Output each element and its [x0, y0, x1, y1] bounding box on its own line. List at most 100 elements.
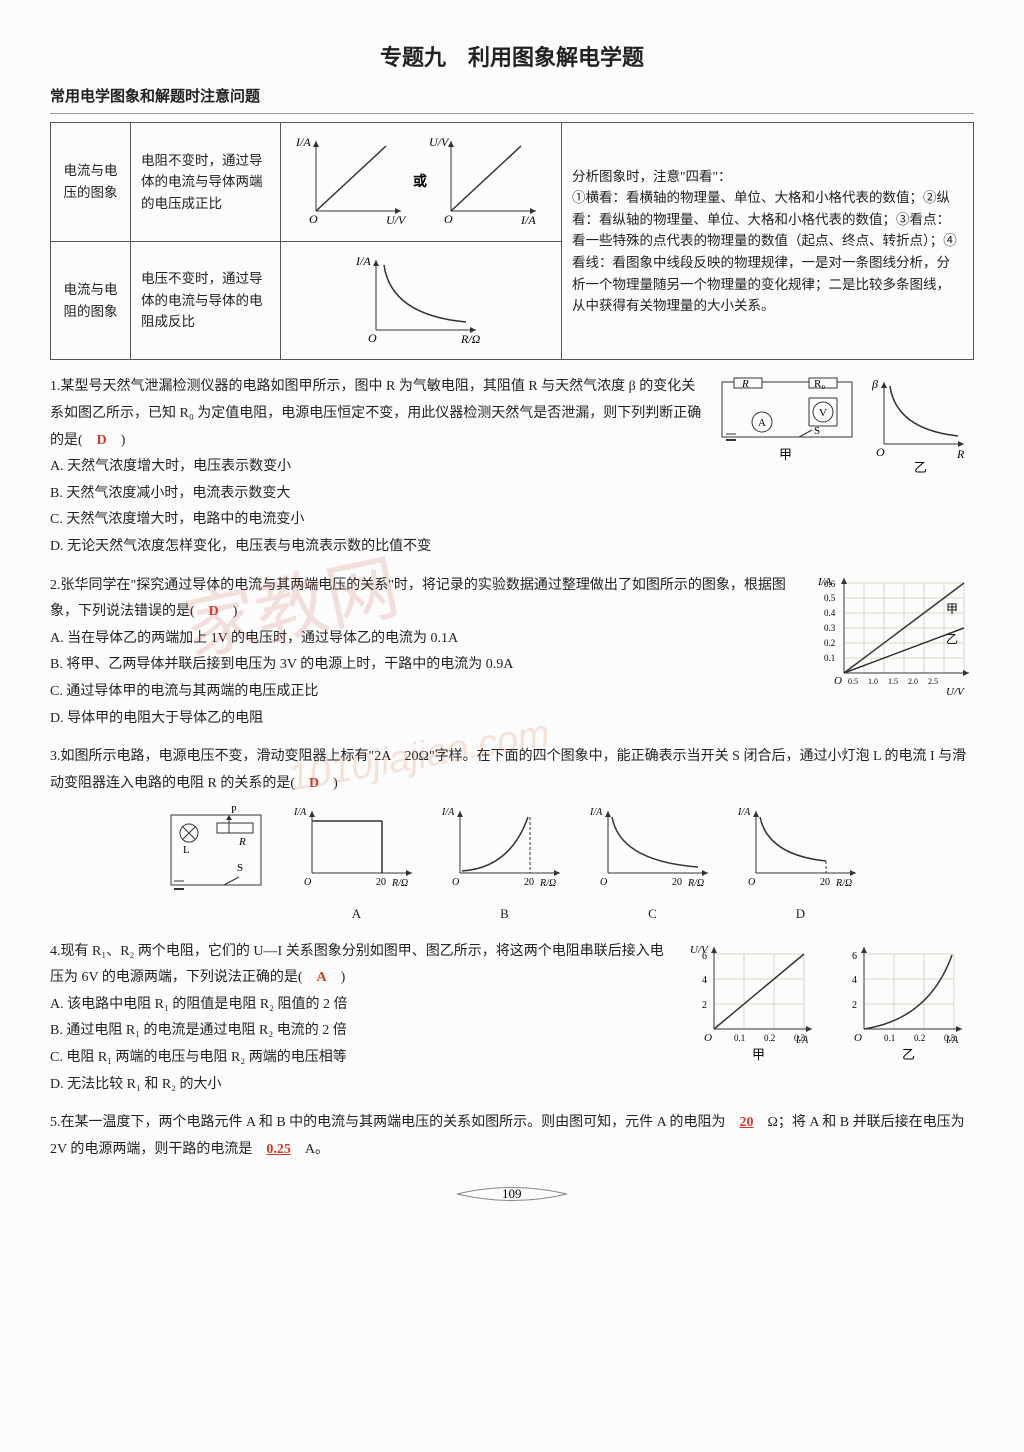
page-number: 109 [50, 1183, 974, 1206]
question-2: 2.张华同学在"探究通过导体的电流与其两端电压的关系"时，将记录的实验数据通过整… [50, 573, 974, 733]
row2-desc: 电压不变时，通过导体的电流与导体的电阻成反比 [131, 241, 281, 360]
xtick: 0.5 [848, 677, 858, 686]
q-stem: 现有 R₁、R₂ 两个电阻，它们的 U—I 关系图象分别如图甲、图乙所示，将这两… [50, 944, 664, 986]
ytick: 0.1 [824, 653, 835, 663]
q1-figure: R R₀ V A S 甲 β [714, 374, 974, 495]
option-d: D. 导体甲的电阻大于导体乙的电阻 [50, 711, 263, 726]
origin-label: O [854, 1032, 862, 1044]
line-yi: 乙 [946, 632, 958, 646]
axis-x: U/V [946, 686, 965, 698]
q-answer: D [209, 604, 219, 619]
row1-graph: I/A U/V O 或 U/V I/A O [281, 123, 562, 242]
q-answer: A [317, 970, 327, 985]
q4-text: 4.现有 R₁、R₂ 两个电阻，它们的 U—I 关系图象分别如图甲、图乙所示，将… [50, 939, 674, 1099]
row1-desc: 电阻不变时，通过导体的电流与导体两端的电压成正比 [131, 123, 281, 242]
option-a: A. 当在导体乙的两端加上 1V 的电压时，通过导体乙的电流为 0.1A [50, 631, 458, 646]
option-b: B. 通过电阻 R₁ 的电流是通过电阻 R₂ 电流的 2 倍 [50, 1023, 347, 1038]
q-tail: ) [327, 970, 346, 985]
q3-option-c: I/A R/Ω O 20 C [588, 803, 718, 926]
option-c: C. 通过导体甲的电流与其两端的电压成正比 [50, 684, 318, 699]
axis-label: U/V [386, 213, 407, 227]
xtick: 20 [524, 877, 534, 888]
fig-yi: 乙 [902, 1047, 915, 1062]
q3-option-a: I/A R/Ω O 20 A [292, 803, 422, 926]
origin-label: O [876, 445, 885, 459]
ammeter-icon: A [758, 417, 766, 429]
q3-option-row: L P R S I/A R/Ω [50, 803, 974, 926]
q-tail: ) [219, 604, 238, 619]
ytick: 0.2 [824, 638, 835, 648]
fig-jia: 甲 [779, 447, 792, 462]
origin-label: O [704, 1032, 712, 1044]
row2-graph: I/A R/Ω O [281, 241, 562, 360]
q-answer: 0.25 [266, 1142, 291, 1157]
q-num: 3. [50, 749, 61, 764]
q-tail: ) [319, 776, 338, 791]
question-3: 3.如图所示电路，电源电压不变，滑动变阻器上标有"2A 20Ω"字样。在下面的四… [50, 744, 974, 927]
question-5: 5.在某一温度下，两个电路元件 A 和 B 中的电流与其两端电压的关系如图所示。… [50, 1110, 974, 1163]
origin-label: O [600, 877, 607, 888]
label-R: R [238, 836, 246, 848]
ytick: 0.3 [824, 623, 836, 633]
option-a: A. 该电路中电阻 R₁ 的阻值是电阻 R₂ 阻值的 2 倍 [50, 997, 348, 1012]
option-c: C. 电阻 R₁ 两端的电压与电阻 R₂ 两端的电压相等 [50, 1050, 347, 1065]
switch-label: S [814, 425, 820, 437]
xtick: 20 [672, 877, 682, 888]
ytick: 0.5 [824, 593, 836, 603]
origin-label: O [368, 331, 377, 345]
q2-figure: I/A U/V O 0.1 0.2 0.3 0.4 0.5 0.6 0.5 1.… [814, 573, 974, 709]
or-label: 或 [413, 173, 427, 190]
fig-yi: 乙 [914, 460, 927, 475]
axis-y: I/A [589, 807, 603, 818]
axis-x: R/Ω [687, 878, 704, 889]
q-stem: 在某一温度下，两个电路元件 A 和 B 中的电流与其两端电压的关系如图所示。则由… [61, 1115, 740, 1130]
q2-text: 2.张华同学在"探究通过导体的电流与其两端电压的关系"时，将记录的实验数据通过整… [50, 573, 804, 733]
option-d: D. 无论天然气浓度怎样变化，电压表与电流表示数的比值不变 [50, 539, 431, 554]
axis-x: R/Ω [539, 878, 556, 889]
page: 家教网 1010jiajiao.com 专题九 利用图象解电学题 常用电学图象和… [0, 0, 1024, 1452]
opt-label: C [588, 902, 718, 927]
label-R: R [741, 378, 749, 390]
xtick: 0.1 [884, 1033, 895, 1043]
question-1: 1.某型号天然气泄漏检测仪器的电路如图甲所示，图中 R 为气敏电阻，其阻值 R … [50, 374, 974, 560]
xtick: 20 [376, 877, 386, 888]
ytick: 2 [702, 1000, 707, 1011]
label-L: L [183, 844, 190, 856]
q-num: 2. [50, 578, 61, 593]
ytick: 6 [852, 951, 857, 962]
origin-label: O [444, 212, 453, 226]
q-num: 1. [50, 379, 61, 394]
reference-table: 电流与电压的图象 电阻不变时，通过导体的电流与导体两端的电压成正比 I/A U/… [50, 122, 974, 360]
origin-label: O [452, 877, 459, 888]
ytick: 4 [852, 975, 857, 986]
page-title: 专题九 利用图象解电学题 [50, 40, 974, 75]
axis-x: R/Ω [391, 878, 408, 889]
question-4: 4.现有 R₁、R₂ 两个电阻，它们的 U—I 关系图象分别如图甲、图乙所示，将… [50, 939, 974, 1099]
ytick: 6 [702, 951, 707, 962]
row1-label: 电流与电压的图象 [51, 123, 131, 242]
option-c: C. 天然气浓度增大时，电路中的电流变小 [50, 512, 304, 527]
fig-jia: 甲 [752, 1047, 765, 1062]
q4-figure: U/V I/A O 2 4 6 0.1 0.2 0.3 甲 [684, 939, 974, 1080]
q-stem: A。 [291, 1142, 329, 1157]
xtick: 2.0 [908, 677, 918, 686]
q3-option-b: I/A R/Ω O 20 B [440, 803, 570, 926]
opt-label: B [440, 902, 570, 927]
ytick: 0.4 [824, 608, 836, 618]
q-num: 4. [50, 944, 61, 959]
ytick: 0.6 [824, 579, 836, 589]
xtick: 1.5 [888, 677, 898, 686]
axis-y: I/A [441, 807, 455, 818]
opt-label: D [736, 902, 866, 927]
origin-label: O [309, 212, 318, 226]
option-b: B. 天然气浓度减小时，电流表示数变大 [50, 486, 290, 501]
q-answer: D [97, 433, 107, 448]
xtick: 0.2 [914, 1033, 925, 1043]
axis-x: R/Ω [835, 878, 852, 889]
axis-x: I/A [945, 1035, 959, 1046]
axis-y: I/A [293, 807, 307, 818]
axis-label: U/V [429, 135, 450, 149]
xtick: 2.5 [928, 677, 938, 686]
switch-label: S [237, 862, 243, 874]
xtick: 0.2 [764, 1033, 775, 1043]
